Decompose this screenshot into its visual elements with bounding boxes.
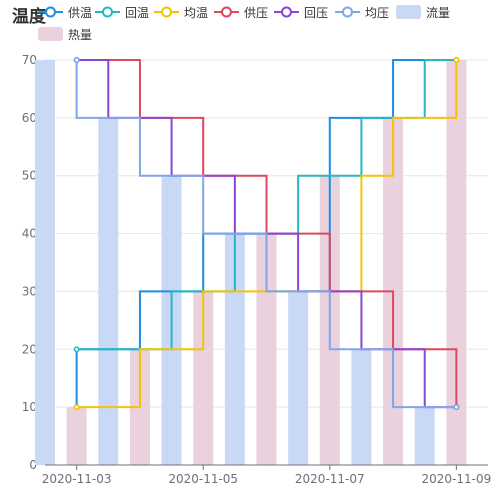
x-tick-label: 2020-11-03: [42, 472, 112, 486]
bar-流量[interactable]: [351, 349, 372, 465]
bar-热量[interactable]: [446, 60, 467, 465]
y-tick-label: 10: [22, 400, 37, 414]
y-tick-label: 0: [29, 458, 37, 472]
point-回温[interactable]: [73, 346, 80, 353]
legend-swatch: [95, 6, 120, 18]
chart-title: 温度: [12, 7, 46, 27]
x-tick-label: 2020-11-05: [168, 472, 238, 486]
legend-label: 均温: [184, 5, 209, 20]
legend-label: 回温: [125, 5, 150, 20]
y-tick-label: 70: [22, 53, 37, 67]
series-line-均压[interactable]: [75, 60, 457, 409]
legend-swatch: [335, 6, 360, 18]
bar-流量[interactable]: [98, 117, 119, 465]
point-均压[interactable]: [453, 404, 460, 411]
legend-item[interactable]: 均压: [335, 4, 389, 20]
legend-label: 热量: [68, 27, 93, 42]
y-tick-label: 30: [22, 284, 37, 298]
legend-swatch: [396, 5, 421, 19]
legend-item[interactable]: 回温: [95, 4, 149, 20]
y-tick-label: 40: [22, 227, 37, 241]
x-tick-label: 2020-11-07: [295, 472, 365, 486]
y-tick-label: 20: [22, 342, 37, 356]
legend-label: 供压: [244, 5, 269, 20]
point-均温[interactable]: [73, 404, 80, 411]
legend-swatch: [154, 6, 179, 18]
y-tick-label: 50: [22, 169, 37, 183]
point-均温[interactable]: [453, 57, 460, 63]
legend-item[interactable]: 供温: [38, 4, 92, 20]
bar-热量[interactable]: [66, 407, 87, 465]
legend-label: 供温: [68, 5, 93, 20]
bar-流量[interactable]: [414, 407, 435, 465]
legend-swatch: [274, 6, 299, 18]
legend-item[interactable]: 均温: [154, 4, 208, 20]
bar-流量[interactable]: [35, 60, 55, 465]
y-tick-label: 60: [22, 111, 37, 125]
legend-item[interactable]: 流量: [396, 4, 450, 20]
bar-热量[interactable]: [193, 291, 214, 465]
legend-swatch: [38, 6, 63, 18]
legend-item[interactable]: 供压: [214, 4, 268, 20]
legend-swatch: [214, 6, 239, 18]
legend-swatch: [38, 27, 63, 41]
legend-label: 流量: [426, 5, 451, 20]
legend-item[interactable]: 热量: [38, 26, 92, 42]
legend-item[interactable]: 回压: [274, 4, 328, 20]
point-均压[interactable]: [73, 57, 80, 63]
x-tick-label: 2020-11-09: [421, 472, 491, 486]
legend-label: 回压: [304, 5, 329, 20]
legend-label: 均压: [365, 5, 390, 20]
bar-流量[interactable]: [288, 291, 309, 465]
